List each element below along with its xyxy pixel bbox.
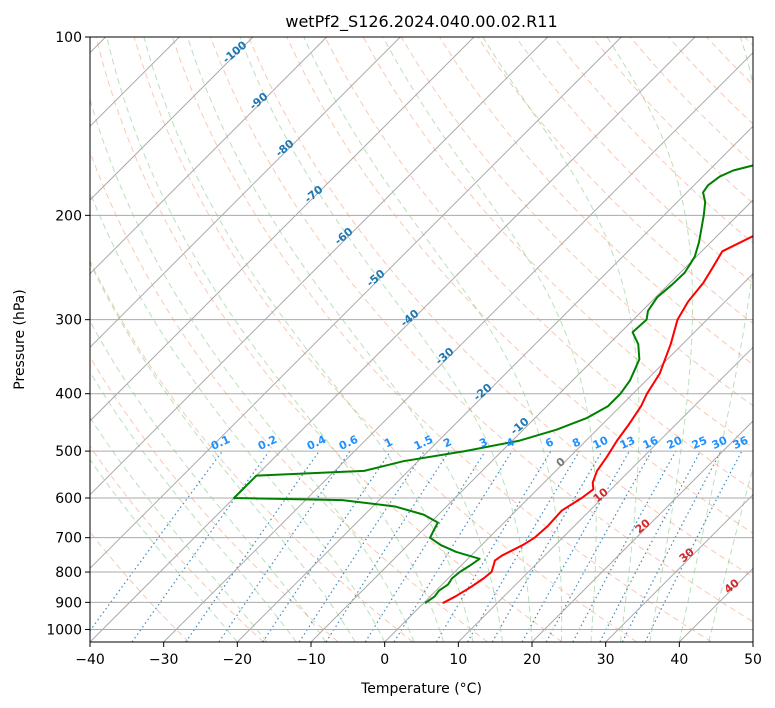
mixing-ratio-label: 25 bbox=[690, 434, 709, 452]
x-tick-label: −30 bbox=[149, 652, 179, 668]
dry-adiabat-line bbox=[210, 37, 753, 623]
y-tick-label: 400 bbox=[55, 387, 82, 403]
moist-adiabat-line bbox=[90, 261, 356, 642]
x-tick-label: 20 bbox=[523, 652, 541, 668]
moist-adiabat-line bbox=[382, 37, 597, 642]
moist-adiabat-line bbox=[482, 37, 640, 642]
isotherm-gridline bbox=[236, 125, 753, 642]
y-tick-label: 200 bbox=[55, 208, 82, 224]
mixing-ratio-label: 20 bbox=[665, 434, 685, 452]
moist-adiabat-line bbox=[143, 37, 474, 642]
mixing-ratio-label: 10 bbox=[591, 434, 611, 452]
moist-adiabat-line bbox=[303, 37, 563, 642]
x-tick-label: 10 bbox=[449, 652, 467, 668]
mixing-ratio-label: 36 bbox=[731, 434, 751, 452]
isotherm-gridline bbox=[90, 37, 696, 642]
moist-adiabat-line bbox=[90, 320, 327, 642]
x-tick-label: −10 bbox=[296, 652, 326, 668]
dry-adiabat-line bbox=[171, 37, 712, 642]
dry-adiabat-line bbox=[286, 37, 753, 534]
mixing-ratio-line bbox=[364, 450, 486, 642]
y-axis-label: Pressure (hPa) bbox=[12, 289, 28, 389]
y-tick-label: 800 bbox=[55, 565, 82, 581]
y-tick-label: 300 bbox=[55, 313, 82, 329]
moist-adiabat-line bbox=[708, 465, 753, 642]
plot-frame bbox=[89, 36, 754, 643]
moist-adiabat-line bbox=[187, 37, 504, 642]
mixing-ratio-line bbox=[298, 450, 425, 642]
isotherm-gridline bbox=[90, 37, 254, 201]
mixing-ratio-line bbox=[262, 450, 392, 642]
y-tick-label: 100 bbox=[55, 30, 82, 46]
isotherm-gridline bbox=[310, 199, 753, 642]
dry-adiabat-line bbox=[324, 37, 753, 491]
isotherm-gridline bbox=[90, 37, 401, 349]
mixing-ratio-label: 30 bbox=[710, 434, 730, 452]
y-tick-label: 500 bbox=[55, 444, 82, 460]
moist-adiabat-line bbox=[90, 458, 238, 642]
isotherm-gridline bbox=[163, 51, 753, 642]
x-tick-label: −40 bbox=[75, 652, 105, 668]
mixing-ratio-line bbox=[466, 450, 580, 642]
isotherm-gridline bbox=[384, 272, 753, 642]
x-tick-label: 0 bbox=[380, 652, 389, 668]
moist-adiabat-line bbox=[90, 190, 386, 642]
mixing-ratio-line bbox=[325, 450, 450, 642]
mixing-ratio-label: 13 bbox=[618, 434, 637, 452]
temperature-profile-line bbox=[442, 234, 753, 605]
mixing-ratio-line bbox=[131, 450, 270, 642]
y-tick-label: 600 bbox=[55, 491, 82, 507]
dry-adiabat-line bbox=[90, 445, 264, 642]
isotherm-gridline bbox=[531, 420, 753, 642]
moist-adiabat-line bbox=[606, 37, 694, 642]
dry-adiabat-line bbox=[90, 259, 414, 642]
dry-adiabat-line bbox=[133, 37, 638, 642]
mixing-ratio-line bbox=[218, 450, 351, 642]
x-tick-label: 40 bbox=[670, 652, 688, 668]
isotherm-gridline bbox=[90, 37, 622, 570]
y-tick-label: 900 bbox=[55, 595, 82, 611]
mixing-ratio-line bbox=[572, 450, 677, 642]
dry-adiabat-line bbox=[248, 37, 753, 578]
dewpoint-profile-line bbox=[232, 164, 753, 605]
isotherm-gridline bbox=[90, 37, 549, 496]
mixing-ratio-line bbox=[435, 450, 552, 642]
isotherm-gridline bbox=[90, 37, 328, 275]
x-tick-label: 50 bbox=[744, 652, 762, 668]
x-axis-label: Temperature (°C) bbox=[360, 681, 482, 697]
mixing-ratio-line bbox=[185, 450, 320, 642]
x-tick-label: −20 bbox=[223, 652, 253, 668]
isotherm-gridline bbox=[90, 37, 475, 422]
moist-adiabat-line bbox=[678, 37, 753, 642]
mixing-ratio-line bbox=[599, 450, 702, 642]
chart-title: wetPf2_S126.2024.040.00.02.R11 bbox=[285, 12, 557, 32]
moist-adiabat-line bbox=[90, 371, 297, 642]
moist-adiabat-line bbox=[90, 416, 268, 642]
y-tick-label: 700 bbox=[55, 531, 82, 547]
dry-adiabat-line bbox=[95, 37, 563, 642]
dry-adiabat-line bbox=[515, 37, 753, 284]
moist-adiabat-line bbox=[239, 37, 533, 642]
isotherm-gridline bbox=[605, 493, 753, 642]
x-tick-label: 30 bbox=[597, 652, 615, 668]
y-tick-label: 1000 bbox=[46, 622, 82, 638]
mixing-ratio-label: 16 bbox=[641, 434, 661, 452]
isotherm-gridline bbox=[457, 346, 753, 642]
